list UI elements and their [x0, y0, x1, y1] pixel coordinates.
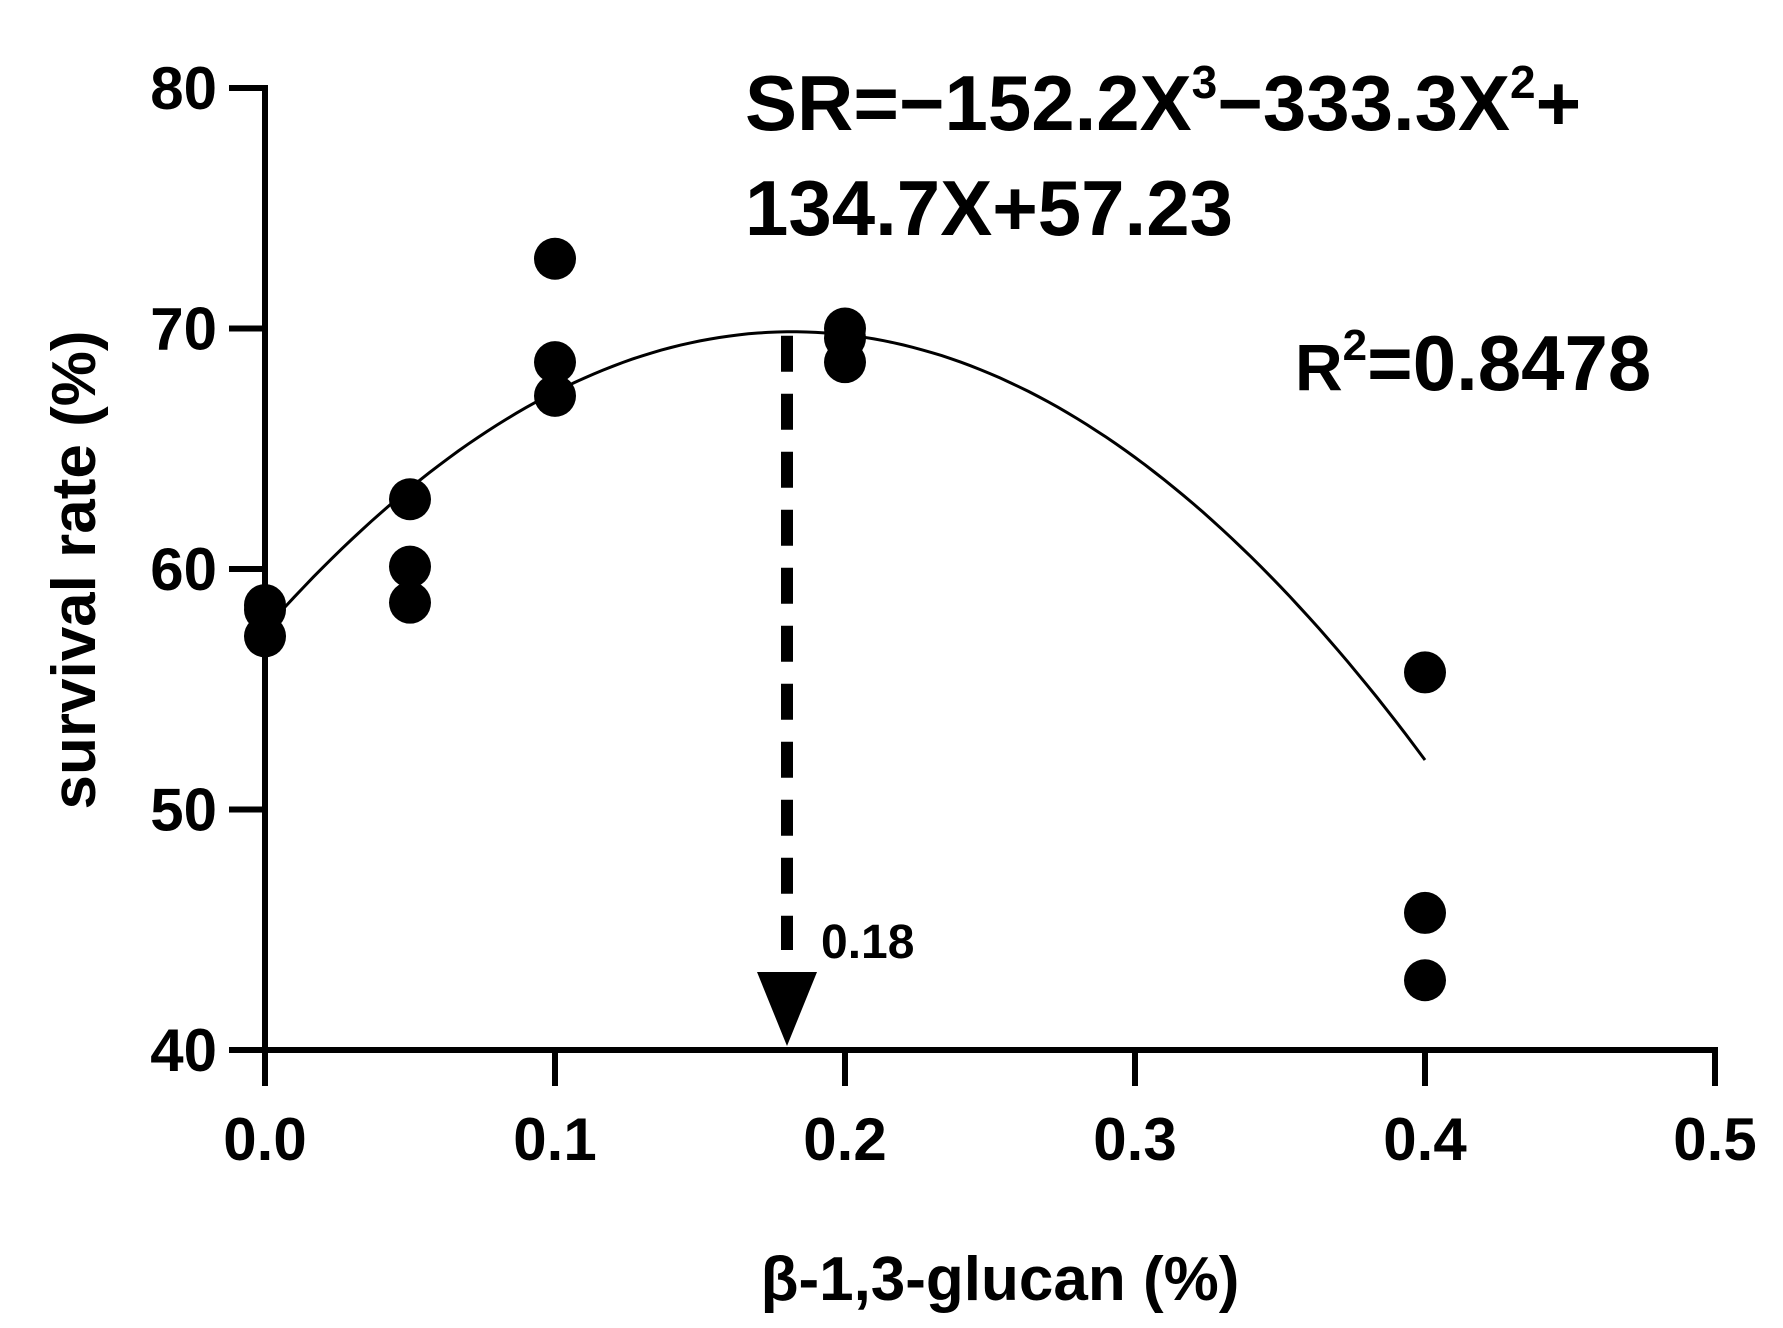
data-point	[824, 317, 866, 360]
y-ticks: 40 50 60 70 80	[150, 55, 265, 1084]
y-tick-label: 80	[150, 55, 217, 122]
x-tick-label: 0.1	[513, 1106, 596, 1173]
y-axis-title: survival rate (%)	[40, 331, 109, 810]
x-tick-label: 0.5	[1673, 1106, 1756, 1173]
data-points	[244, 237, 1446, 1002]
r-squared-value: =0.8478	[1367, 319, 1651, 407]
x-tick-label: 0.3	[1093, 1106, 1176, 1173]
x-axis-title: β-1,3-glucan (%)	[761, 1245, 1240, 1314]
equation-sup-2: 2	[1510, 56, 1536, 108]
y-tick-label: 70	[150, 296, 217, 363]
r-squared-sup: 2	[1343, 321, 1367, 370]
optimum-arrow-icon	[757, 972, 817, 1046]
y-tick-label: 40	[150, 1017, 217, 1084]
x-tick-label: 0.4	[1383, 1106, 1467, 1173]
y-tick-label: 60	[150, 536, 217, 603]
data-point	[244, 588, 286, 631]
equation-line-2: 134.7X+57.23	[745, 164, 1233, 252]
data-point	[389, 478, 431, 521]
x-ticks: 0.0 0.1 0.2 0.3 0.4 0.5	[223, 1050, 1757, 1173]
data-point	[389, 581, 431, 624]
r-squared-prefix: R	[1295, 330, 1343, 404]
data-point	[1404, 959, 1446, 1002]
equation-part-3: +	[1536, 59, 1582, 147]
data-point	[534, 237, 576, 280]
fit-curve	[263, 330, 1427, 761]
equation-sup-1: 3	[1192, 56, 1218, 108]
data-point	[534, 341, 576, 384]
axes: 0.0 0.1 0.2 0.3 0.4 0.5 40 50 60 70 80	[150, 55, 1756, 1173]
x-tick-label: 0.0	[223, 1106, 306, 1173]
y-tick-label: 50	[150, 777, 217, 844]
r-squared: R2=0.8478	[1295, 319, 1651, 407]
data-point	[534, 374, 576, 417]
x-tick-label: 0.2	[803, 1106, 886, 1173]
equation-line-1: SR=−152.2X3−333.3X2+	[745, 56, 1581, 147]
equation-part-2: −333.3X	[1217, 59, 1510, 147]
equation-part-1: SR=−152.2X	[745, 59, 1192, 147]
data-point	[389, 545, 431, 588]
data-point	[1404, 891, 1446, 934]
data-point	[1404, 651, 1446, 694]
optimum-label: 0.18	[821, 916, 914, 969]
